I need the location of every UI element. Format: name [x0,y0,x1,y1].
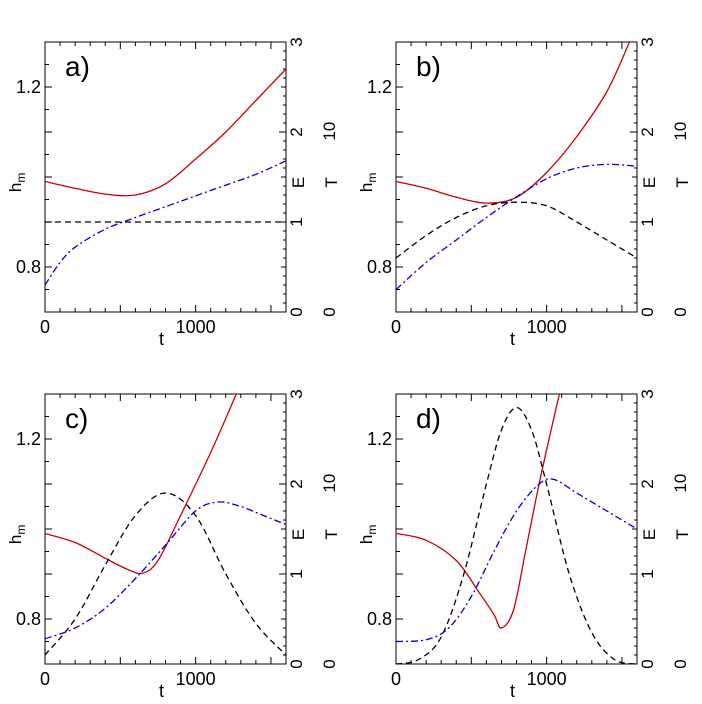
panel-c: 0 1000 t 0.8 1.2 hm 0 1 2 3 E 0 10 Tc) [6,389,341,701]
x-tick-label: 1000 [527,317,567,337]
y-axis-label-left: hm [357,173,379,192]
y-tick-label-E: 2 [287,479,306,488]
y-tick-label-T: 10 [320,474,339,493]
panel-a: 0 1000 t 0.8 1.2 hm 0 1 2 3 E 0 10 Ta) [6,37,341,349]
x-axis-label: t [159,329,164,349]
axis-T-labels: 0 10 T [320,122,341,317]
y-tick-label-T: 10 [671,474,690,493]
y-axis-label-subscript: m [365,525,379,535]
y-tick-label-E: 0 [287,659,306,668]
y-axis-label-T: T [322,177,341,187]
panel-label: a) [65,51,90,82]
y-axis-label-E: E [640,529,659,540]
y-axis-label-T: T [322,529,341,539]
y-tick-label-left: 1.2 [367,77,392,97]
series-line-t [396,163,637,290]
y-tick-label-E: 1 [638,569,657,578]
plot-frame [395,393,638,665]
x-tick-label: 0 [391,317,401,337]
axis-T-labels: 0 10 T [671,122,692,317]
y-axis-label-left: hm [6,525,28,544]
y-tick-label-T: 0 [671,307,690,316]
panel-label: d) [416,403,441,434]
x-axis-label: t [510,329,515,349]
plot-frame [44,393,287,665]
y-tick-label-T: 0 [320,307,339,316]
x-tick-label: 0 [40,317,50,337]
y-tick-label-left: 1.2 [16,77,41,97]
y-axis-label-subscript: m [365,173,379,183]
series-line-h-m [45,394,237,575]
y-tick-label-E: 2 [638,127,657,136]
y-tick-label-E: 0 [638,659,657,668]
x-axis-label: t [510,681,515,701]
y-tick-label-E: 0 [638,307,657,316]
y-tick-label-E: 2 [638,479,657,488]
y-axis-label-left: hm [6,173,28,192]
series-line-h-m [45,68,286,197]
x-tick-label: 1000 [176,669,216,689]
y-tick-label-E: 3 [638,389,657,398]
series-line-t [396,478,637,643]
y-tick-label-E: 0 [287,307,306,316]
y-tick-label-E: 1 [638,217,657,226]
y-axis-label-subscript: m [14,173,28,183]
y-tick-label-left: 1.2 [16,429,41,449]
x-tick-label: 0 [391,669,401,689]
plot-frame [395,41,638,313]
y-tick-label-T: 0 [671,659,690,668]
axis-T-labels: 0 10 T [671,474,692,669]
y-axis-label-E: E [289,177,308,188]
panel-label: c) [65,403,88,434]
y-tick-label-E: 3 [287,37,306,46]
series-line-t [45,501,286,640]
panel-label: b) [416,51,441,82]
y-axis-label-subscript: m [14,525,28,535]
series-line-e [396,406,637,664]
y-tick-label-E: 1 [287,569,306,578]
y-tick-label-E: 3 [638,37,657,46]
y-tick-label-T: 10 [320,122,339,141]
y-tick-label-left: 0.8 [367,257,392,277]
series-line-t [45,160,286,286]
x-tick-label: 0 [40,669,50,689]
series-line-e [396,201,637,259]
y-axis-label-E: E [289,529,308,540]
y-tick-label-E: 1 [287,217,306,226]
y-tick-label-T: 0 [320,659,339,668]
y-tick-label-left: 1.2 [367,429,392,449]
x-tick-label: 1000 [176,317,216,337]
y-axis-label-T: T [673,177,692,187]
y-tick-label-left: 0.8 [367,609,392,629]
x-tick-label: 1000 [527,669,567,689]
series-line-e [45,492,286,656]
y-axis-label-E: E [640,177,659,188]
y-tick-label-E: 3 [287,389,306,398]
panel-d: 0 1000 t 0.8 1.2 hm 0 1 2 3 E 0 10 Td) [357,389,692,701]
y-axis-label-T: T [673,529,692,539]
series-line-h-m [396,394,561,629]
y-tick-label-left: 0.8 [16,257,41,277]
y-axis-label-left: hm [357,525,379,544]
panel-b: 0 1000 t 0.8 1.2 hm 0 1 2 3 E 0 10 Tb) [357,37,692,349]
y-tick-label-left: 0.8 [16,609,41,629]
y-tick-label-E: 2 [287,127,306,136]
plot-frame [44,41,287,313]
x-axis-label: t [159,681,164,701]
axis-T-labels: 0 10 T [320,474,341,669]
y-tick-label-T: 10 [671,122,690,141]
